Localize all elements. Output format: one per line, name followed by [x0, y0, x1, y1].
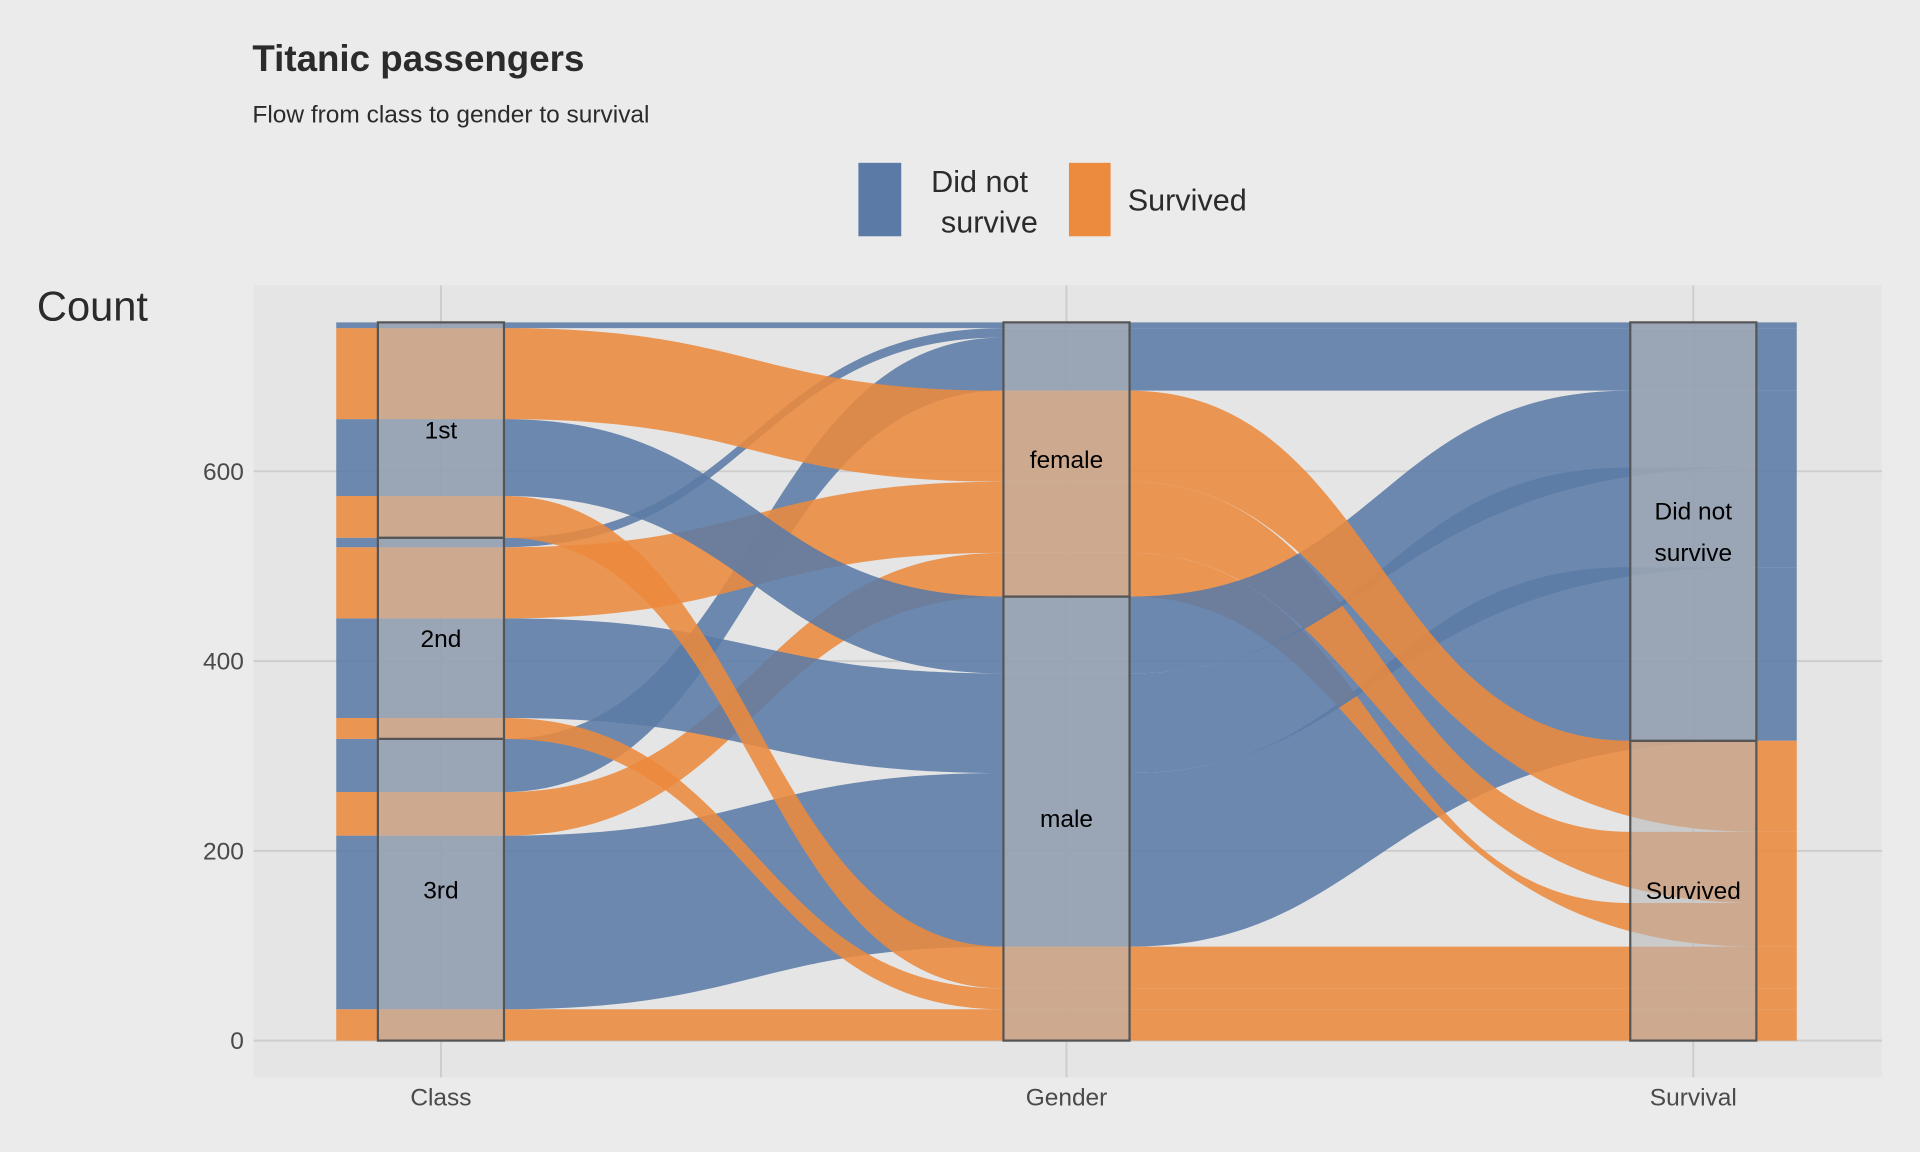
x-tick-label-class: Class: [410, 1084, 471, 1111]
stratum-label-survived: Survived: [1646, 878, 1741, 905]
stratum-did-not-survive: [1629, 321, 1758, 742]
stratum-label-2nd: 2nd: [421, 626, 462, 653]
stratum-survived: [1629, 739, 1758, 1042]
y-tick-label: 0: [230, 1028, 244, 1055]
x-tick-label-gender: Gender: [1026, 1084, 1108, 1111]
chart-title: Titanic passengers: [252, 38, 584, 79]
y-tick-label: 600: [203, 459, 244, 486]
legend-swatch-survived: [1068, 162, 1111, 237]
stratum-3rd: [376, 737, 506, 1042]
flow-2nd-female-survived: [336, 481, 1797, 904]
legend-swatch-did-not-survive: [858, 162, 902, 237]
legend-label-survived: Survived: [1128, 184, 1247, 218]
y-tick-label: 400: [203, 649, 244, 676]
stratum-label-did-not-survive: Did not survive: [1655, 498, 1733, 567]
stratum-label-male: male: [1040, 806, 1093, 833]
y-tick-label: 200: [203, 838, 244, 865]
strata: 3rd 2nd 1st male female Survived Did not surviv…: [376, 321, 1758, 1042]
stratum-label-3rd: 3rd: [423, 877, 458, 904]
stratum-label-1st: 1st: [425, 418, 458, 445]
x-axis-ticks: Class Gender Survival: [410, 1084, 1736, 1111]
legend-label-did-not-survive: Did not survive: [931, 165, 1038, 239]
stratum-male: [1002, 595, 1131, 1042]
stratum-1st: [376, 321, 506, 539]
flow-1st-male-did-not-survive: [336, 390, 1797, 674]
legend: Did not survive Survived: [858, 162, 1247, 240]
stratum-female: [1002, 321, 1131, 598]
y-axis-ticks: 0 200 400 600: [203, 459, 244, 1055]
chart-subtitle: Flow from class to gender to survival: [252, 101, 649, 128]
y-axis-title: Count: [37, 283, 148, 330]
x-tick-label-survival: Survival: [1650, 1084, 1737, 1111]
stratum-label-female: female: [1030, 447, 1103, 474]
